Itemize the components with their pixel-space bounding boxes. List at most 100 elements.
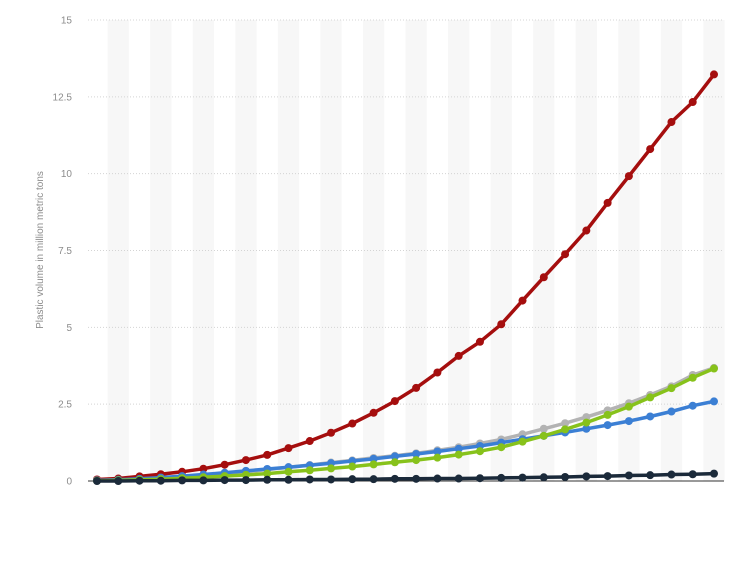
data-point[interactable] [624, 402, 633, 411]
data-point[interactable] [688, 373, 697, 382]
data-point[interactable] [412, 449, 421, 458]
data-point[interactable] [135, 476, 144, 485]
data-point[interactable] [241, 456, 250, 465]
data-point[interactable] [220, 476, 229, 485]
data-point[interactable] [263, 469, 272, 478]
data-point[interactable] [412, 474, 421, 483]
data-point[interactable] [539, 424, 548, 433]
data-point[interactable] [518, 296, 527, 305]
data-point[interactable] [412, 456, 421, 465]
data-point[interactable] [624, 417, 633, 426]
data-point[interactable] [412, 383, 421, 392]
data-point[interactable] [539, 473, 548, 482]
data-point[interactable] [93, 477, 101, 485]
data-point[interactable] [667, 407, 676, 416]
data-point[interactable] [688, 98, 697, 107]
data-point[interactable] [539, 273, 548, 282]
data-point[interactable] [369, 475, 378, 484]
data-point[interactable] [582, 226, 591, 235]
data-point[interactable] [327, 428, 336, 437]
data-point[interactable] [646, 145, 655, 154]
data-point[interactable] [390, 397, 399, 406]
data-point[interactable] [603, 472, 612, 481]
y-axis-tick-labels: 0 2.5 5 7.5 10 12.5 15 [53, 16, 73, 488]
data-point[interactable] [454, 444, 463, 453]
data-point[interactable] [305, 466, 314, 475]
data-point[interactable] [433, 447, 442, 456]
data-point[interactable] [327, 464, 336, 473]
data-point[interactable] [369, 460, 378, 469]
data-point[interactable] [603, 421, 612, 430]
data-point[interactable] [582, 418, 591, 427]
data-point[interactable] [561, 425, 570, 434]
data-point[interactable] [688, 401, 697, 410]
background-band [533, 20, 555, 481]
data-point[interactable] [114, 477, 123, 485]
data-point[interactable] [156, 476, 165, 485]
data-point[interactable] [667, 384, 676, 393]
data-point[interactable] [582, 413, 591, 422]
data-point[interactable] [561, 473, 570, 482]
data-point[interactable] [390, 474, 399, 483]
data-point[interactable] [561, 419, 570, 428]
data-point[interactable] [497, 443, 506, 452]
background-band [703, 20, 725, 481]
data-point[interactable] [561, 250, 570, 259]
data-point[interactable] [603, 198, 612, 207]
data-point[interactable] [454, 450, 463, 459]
gridlines [88, 19, 724, 405]
data-point[interactable] [390, 452, 399, 461]
data-point[interactable] [454, 351, 463, 360]
data-point[interactable] [539, 431, 548, 440]
data-point[interactable] [284, 467, 293, 476]
data-point[interactable] [646, 393, 655, 402]
data-point[interactable] [263, 450, 272, 459]
data-point[interactable] [518, 437, 527, 446]
data-point[interactable] [178, 476, 187, 485]
data-point[interactable] [646, 412, 655, 421]
data-point[interactable] [582, 472, 591, 481]
data-point[interactable] [710, 70, 718, 79]
data-point[interactable] [624, 471, 633, 480]
data-point[interactable] [327, 475, 336, 484]
data-point[interactable] [433, 368, 442, 377]
data-point[interactable] [199, 464, 208, 473]
data-point[interactable] [710, 469, 718, 478]
data-point[interactable] [582, 424, 591, 433]
data-point[interactable] [475, 337, 484, 346]
data-point[interactable] [624, 172, 633, 181]
data-point[interactable] [433, 453, 442, 462]
data-point[interactable] [369, 454, 378, 463]
data-point[interactable] [454, 474, 463, 483]
background-bands [107, 20, 725, 481]
background-band [448, 20, 470, 481]
data-point[interactable] [710, 364, 718, 373]
data-point[interactable] [667, 118, 676, 127]
data-point[interactable] [518, 473, 527, 482]
data-point[interactable] [284, 475, 293, 484]
data-point[interactable] [305, 475, 314, 484]
data-point[interactable] [475, 474, 484, 483]
data-point[interactable] [646, 471, 655, 480]
background-band [235, 20, 257, 481]
data-point[interactable] [688, 470, 697, 479]
data-point[interactable] [263, 475, 272, 484]
data-point[interactable] [667, 470, 676, 479]
data-point[interactable] [497, 473, 506, 482]
data-point[interactable] [348, 462, 357, 471]
data-point[interactable] [603, 410, 612, 419]
data-point[interactable] [284, 444, 293, 453]
data-point[interactable] [497, 320, 506, 329]
data-point[interactable] [305, 437, 314, 446]
data-point[interactable] [475, 447, 484, 456]
data-point[interactable] [369, 408, 378, 417]
data-point[interactable] [390, 458, 399, 467]
data-point[interactable] [348, 419, 357, 428]
data-point[interactable] [348, 457, 357, 466]
data-point[interactable] [348, 475, 357, 484]
data-point[interactable] [710, 397, 718, 406]
data-point[interactable] [199, 476, 208, 485]
data-point[interactable] [433, 474, 442, 483]
data-point[interactable] [220, 460, 229, 469]
data-point[interactable] [241, 476, 250, 485]
